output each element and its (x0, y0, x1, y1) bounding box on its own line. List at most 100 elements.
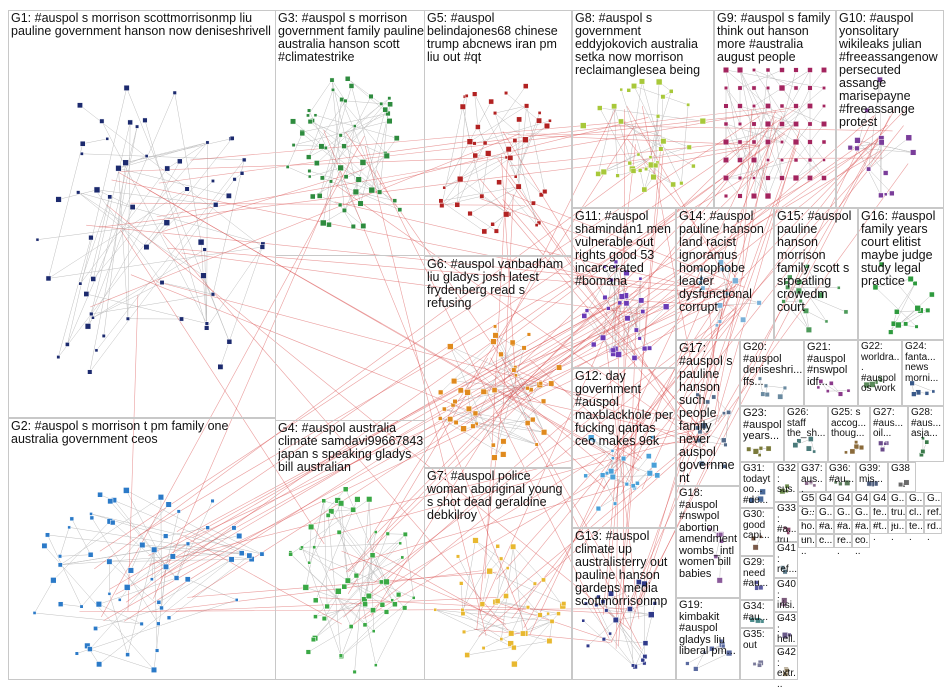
group-cell-g21: G21: #auspol #nswpol idf... (804, 340, 858, 406)
group-cell-g31: G31: todaytoo... #de... (740, 462, 774, 508)
small-group-label: te... (909, 522, 924, 543)
group-label-g2: G2: #auspol s morrison t pm family one a… (11, 420, 275, 446)
group-label-g37: G37: aus... (801, 464, 825, 496)
group-label-g10: G10: #auspol yonsolitary wikileaks julia… (839, 12, 943, 129)
group-cell-g15: G15: #auspol pauline hanson morrison fam… (774, 208, 858, 340)
group-cell-g25: G25: s accog... thoug... (828, 406, 870, 462)
group-label-g17: G17: #auspol s pauline hanson such peopl… (679, 342, 739, 485)
small-group-cell: un... (798, 534, 816, 548)
group-label-g32: G32: sus... (777, 464, 797, 506)
group-cell-g38: G38 (888, 462, 916, 492)
small-group-cell: G... (924, 492, 942, 506)
small-group-label: G4 (837, 494, 852, 505)
group-label-g30: G30: good capi... (743, 510, 773, 542)
small-group-cell: #a... (852, 520, 870, 534)
group-label-g22: G22: worldra... #auspol os work (861, 342, 901, 395)
small-group-cell: #t... (870, 520, 888, 534)
group-cell-g40: G40: irisi... (774, 578, 798, 612)
group-cell-g2: G2: #auspol s morrison t pm family one a… (8, 418, 276, 680)
small-group-cell: G4 (834, 492, 852, 506)
group-label-g23: G23: #auspol years... (743, 408, 783, 443)
small-group-cell: cl... (906, 506, 924, 520)
group-label-g33: G33: #a... tru... (777, 504, 797, 546)
small-group-cell: #a... (816, 520, 834, 534)
group-cell-g20: G20: #auspol deniseshri... ffs... (740, 340, 804, 406)
group-label-g1: G1: #auspol s morrison scottmorrisonmp l… (11, 12, 275, 38)
group-label-g41: G41: ref... (777, 544, 797, 576)
small-group-cell: ref... (924, 506, 942, 520)
small-group-cell: ju... (888, 520, 906, 534)
group-label-g34: G34: #au... (743, 602, 773, 623)
group-label-g18: G18: #auspol #nswpol abortion amendment … (679, 488, 739, 580)
group-label-g9: G9: #auspol s family think out hanson mo… (717, 12, 835, 64)
group-cell-g6: G6: #auspol vanbadham liu gladys josh la… (424, 256, 572, 468)
small-group-cell: G... (816, 506, 834, 520)
group-label-g20: G20: #auspol deniseshri... ffs... (743, 342, 803, 388)
group-label-g14: G14: #auspol pauline hanson land racist … (679, 210, 773, 314)
small-group-cell: fe... (870, 506, 888, 520)
group-label-g5: G5: #auspol belindajones68 chinese trump… (427, 12, 571, 64)
small-group-cell: tru... (888, 506, 906, 520)
group-cell-g26: G26: staff the_sh... (784, 406, 828, 462)
group-label-g29: G29: need #au... (743, 558, 773, 590)
group-cell-g34: G34: #au... (740, 600, 774, 628)
group-cell-g37: G37: aus... (798, 462, 826, 492)
group-label-g11: G11: #auspol shamindan1 men vulnerable o… (575, 210, 675, 288)
group-cell-g33: G33: #a... tru... (774, 502, 798, 542)
small-group-label: c... (819, 536, 834, 547)
small-group-cell: G4 (816, 492, 834, 506)
group-label-g19: G19: kimbakit #auspol gladys liu liberal… (679, 600, 739, 658)
group-label-g35: G35: out (743, 630, 773, 651)
group-label-g26: G26: staff the_sh... (787, 408, 827, 440)
small-group-label: rd... (927, 522, 942, 543)
small-group-label: un... (801, 536, 816, 557)
group-cell-g17: G17: #auspol s pauline hanson such peopl… (676, 340, 740, 486)
group-cell-g36: G36: #au... (826, 462, 856, 492)
group-label-g8: G8: #auspol s government eddyjokovich au… (575, 12, 713, 77)
group-cell-g9: G9: #auspol s family think out hanson mo… (714, 10, 836, 208)
group-cell-g27: G27: #aus... oil... (870, 406, 908, 462)
small-group-label: G4 (819, 494, 834, 505)
group-cell-g8: G8: #auspol s government eddyjokovich au… (572, 10, 714, 208)
group-label-g12: G12: day government #auspol maxblackhole… (575, 370, 675, 448)
group-label-g3: G3: #auspol s morrison government family… (278, 12, 424, 64)
group-cell-g13: G13: #auspol climate up australisterry o… (572, 528, 676, 680)
group-cell-g7: G7: #auspol police woman aboriginal youn… (424, 468, 572, 680)
group-cell-g14: G14: #auspol pauline hanson land racist … (676, 208, 774, 340)
small-group-cell: G... (798, 506, 816, 520)
small-group-cell: G4 (870, 492, 888, 506)
group-cell-g24: G24: fanta... news morni... (902, 340, 944, 406)
small-group-cell: ho... (798, 520, 816, 534)
group-label-g38: G38 (891, 464, 915, 475)
group-cell-g12: G12: day government #auspol maxblackhole… (572, 368, 676, 528)
group-label-g21: G21: #auspol #nswpol idf... (807, 342, 857, 388)
group-cell-g28: G28: #aus... asja... (908, 406, 944, 462)
group-cell-g19: G19: kimbakit #auspol gladys liu liberal… (676, 598, 740, 680)
group-cell-g5: G5: #auspol belindajones68 chinese trump… (424, 10, 572, 256)
group-cell-g3: G3: #auspol s morrison government family… (275, 10, 425, 256)
group-label-g15: G15: #auspol pauline hanson morrison fam… (777, 210, 857, 314)
group-label-g39: G39: mis... (859, 464, 887, 485)
group-label-g16: G16: #auspol family years court elitist … (861, 210, 943, 288)
group-label-g28: G28: #aus... asja... (911, 408, 943, 440)
small-group-cell: co... (852, 534, 870, 548)
small-group-label: re... (837, 536, 852, 557)
small-group-cell: G4 (852, 492, 870, 506)
group-cell-g41: G41: ref... (774, 542, 798, 578)
group-label-g13: G13: #auspol climate up australisterry o… (575, 530, 675, 608)
group-cell-g43: G43: hell... (774, 612, 798, 646)
group-cell-g30: G30: good capi... (740, 508, 774, 556)
small-group-cell: re... (834, 534, 852, 548)
group-label-g31: G31: todaytoo... #de... (743, 464, 773, 506)
group-label-g4: G4: #auspol australia climate samdavi996… (278, 422, 424, 474)
small-group-label: co... (855, 536, 870, 557)
group-cell-g32: G32: sus... (774, 462, 798, 502)
group-label-g7: G7: #auspol police woman aboriginal youn… (427, 470, 571, 522)
small-group-label: ju... (891, 522, 906, 543)
small-group-cell: G... (834, 506, 852, 520)
small-group-cell: #a... (834, 520, 852, 534)
small-group-cell: G... (888, 492, 906, 506)
group-label-g27: G27: #aus... oil... (873, 408, 907, 440)
group-cell-g11: G11: #auspol shamindan1 men vulnerable o… (572, 208, 676, 368)
group-cell-g29: G29: need #au... (740, 556, 774, 600)
